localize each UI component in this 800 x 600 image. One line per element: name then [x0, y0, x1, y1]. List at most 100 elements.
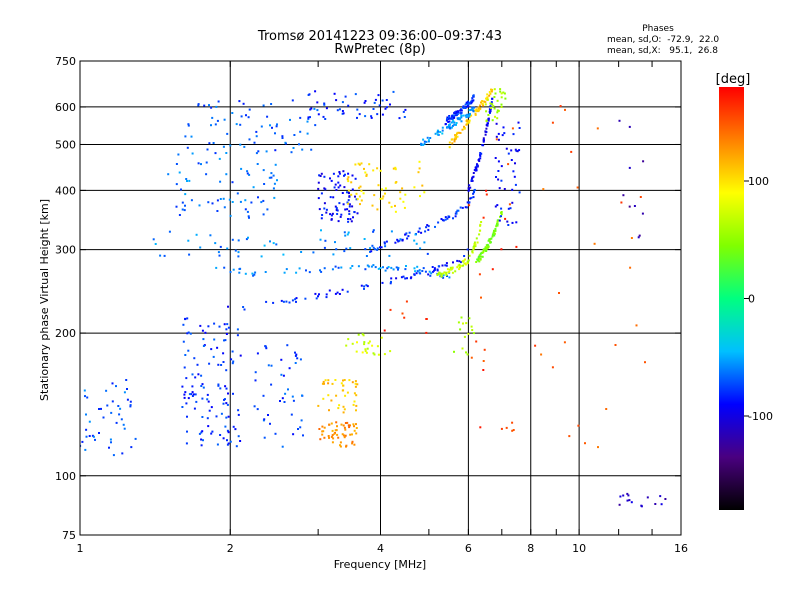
- data-point: [468, 204, 471, 207]
- data-point: [240, 167, 243, 170]
- data-point: [274, 163, 277, 166]
- data-point: [385, 106, 388, 109]
- data-point: [394, 166, 397, 169]
- data-point: [383, 329, 386, 332]
- data-point: [415, 272, 418, 275]
- data-point: [506, 220, 509, 223]
- data-point: [475, 108, 478, 111]
- data-point: [223, 118, 226, 121]
- data-point: [381, 99, 384, 102]
- data-point: [285, 300, 288, 303]
- data-point: [443, 271, 446, 274]
- data-point: [453, 111, 456, 114]
- data-point: [470, 101, 473, 104]
- data-point: [200, 438, 203, 441]
- data-point: [315, 297, 318, 300]
- data-point: [451, 124, 454, 127]
- data-point: [289, 118, 291, 121]
- data-point: [343, 379, 346, 381]
- data-point: [511, 429, 514, 432]
- data-point: [564, 108, 566, 111]
- data-point: [413, 267, 416, 270]
- data-point: [633, 205, 636, 207]
- data-point: [406, 277, 408, 280]
- data-point: [472, 95, 475, 98]
- data-point: [476, 163, 478, 166]
- data-point: [335, 189, 338, 191]
- data-point: [294, 362, 297, 364]
- data-point: [353, 425, 355, 428]
- data-point: [331, 268, 334, 271]
- data-point: [334, 379, 337, 381]
- data-point: [638, 234, 641, 237]
- data-point: [347, 202, 350, 205]
- data-point: [472, 246, 475, 249]
- data-point: [154, 243, 157, 245]
- data-point: [344, 394, 347, 397]
- data-point: [491, 268, 494, 271]
- data-point: [269, 422, 271, 425]
- data-point: [401, 238, 404, 241]
- data-point: [501, 134, 504, 137]
- data-point: [508, 203, 511, 206]
- data-point: [219, 434, 222, 436]
- data-point: [450, 126, 453, 129]
- data-point: [390, 277, 393, 280]
- data-point: [511, 188, 514, 191]
- data-point: [369, 250, 371, 253]
- data-point: [394, 181, 397, 184]
- data-point: [292, 399, 295, 402]
- data-point: [392, 167, 395, 170]
- data-point: [420, 142, 423, 145]
- data-point: [130, 446, 133, 449]
- data-point: [210, 124, 212, 127]
- data-point: [316, 101, 319, 104]
- data-point: [505, 147, 508, 150]
- data-point: [227, 415, 230, 418]
- data-point: [281, 445, 284, 448]
- data-point: [489, 109, 492, 112]
- data-point: [301, 148, 304, 151]
- data-point: [254, 371, 257, 374]
- data-point: [480, 221, 483, 223]
- data-point: [451, 267, 454, 270]
- data-point: [328, 423, 331, 426]
- data-point: [244, 272, 247, 275]
- data-point: [355, 427, 358, 429]
- data-point: [629, 266, 632, 269]
- data-point: [489, 102, 492, 105]
- data-point: [500, 207, 503, 210]
- data-point: [237, 413, 240, 416]
- data-point: [403, 116, 406, 118]
- data-point: [222, 361, 225, 363]
- data-point: [340, 423, 343, 426]
- data-point: [295, 300, 297, 303]
- data-point: [433, 267, 436, 270]
- data-point: [481, 255, 484, 258]
- data-point: [542, 188, 545, 191]
- data-point: [189, 332, 192, 335]
- data-point: [317, 187, 320, 190]
- data-point: [478, 260, 481, 263]
- data-point: [332, 172, 335, 175]
- data-point: [490, 88, 492, 91]
- data-point: [372, 246, 375, 249]
- data-point: [484, 130, 487, 133]
- data-point: [247, 215, 250, 218]
- data-point: [406, 237, 409, 240]
- data-point: [323, 382, 325, 385]
- data-point: [337, 181, 340, 184]
- data-point: [387, 266, 390, 268]
- data-point: [363, 343, 366, 346]
- data-point: [201, 397, 204, 400]
- data-point: [426, 136, 429, 139]
- data-point: [177, 153, 180, 156]
- y-tick-label: 300: [55, 244, 76, 257]
- data-point: [272, 242, 275, 245]
- data-point: [181, 208, 184, 211]
- data-point: [225, 402, 228, 405]
- data-point: [227, 305, 229, 308]
- data-point: [448, 127, 451, 130]
- data-point: [265, 300, 268, 303]
- data-point: [190, 135, 193, 138]
